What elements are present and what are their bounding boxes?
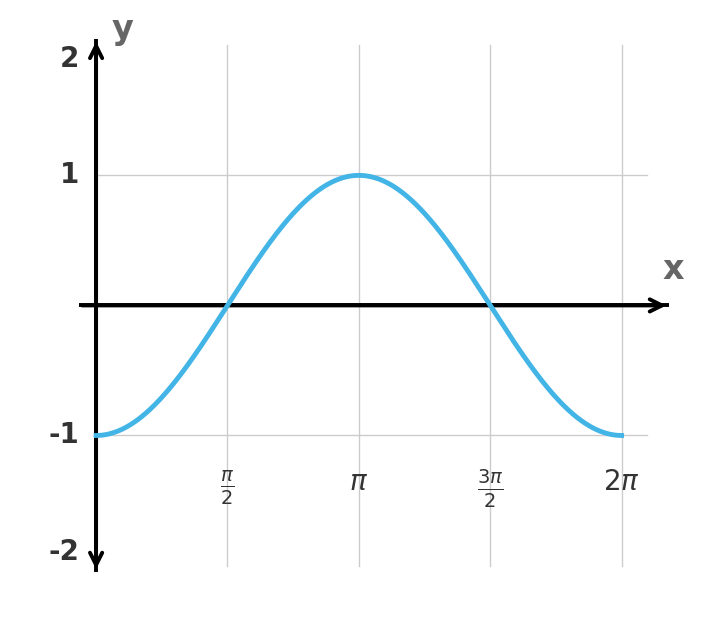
Text: 1: 1 bbox=[60, 161, 80, 190]
Text: -1: -1 bbox=[48, 421, 80, 449]
Text: $\frac{\pi}{2}$: $\frac{\pi}{2}$ bbox=[220, 468, 235, 507]
Text: $\frac{3\pi}{2}$: $\frac{3\pi}{2}$ bbox=[477, 468, 503, 510]
Text: 2: 2 bbox=[60, 45, 80, 73]
Text: -2: -2 bbox=[48, 538, 80, 566]
Text: $2\pi$: $2\pi$ bbox=[604, 468, 640, 496]
Text: $\pi$: $\pi$ bbox=[349, 468, 368, 496]
Text: x: x bbox=[662, 253, 684, 286]
Text: y: y bbox=[111, 14, 133, 46]
